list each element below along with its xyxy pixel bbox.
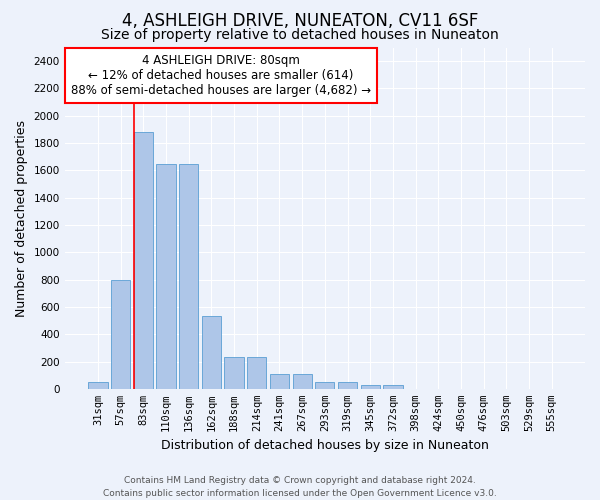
Text: 4, ASHLEIGH DRIVE, NUNEATON, CV11 6SF: 4, ASHLEIGH DRIVE, NUNEATON, CV11 6SF bbox=[122, 12, 478, 30]
Text: 4 ASHLEIGH DRIVE: 80sqm
← 12% of detached houses are smaller (614)
88% of semi-d: 4 ASHLEIGH DRIVE: 80sqm ← 12% of detache… bbox=[71, 54, 371, 98]
X-axis label: Distribution of detached houses by size in Nuneaton: Distribution of detached houses by size … bbox=[161, 440, 489, 452]
Bar bbox=[293, 374, 312, 389]
Text: Contains HM Land Registry data © Crown copyright and database right 2024.
Contai: Contains HM Land Registry data © Crown c… bbox=[103, 476, 497, 498]
Bar bbox=[179, 164, 199, 389]
Bar bbox=[247, 356, 266, 389]
Bar bbox=[224, 356, 244, 389]
Bar bbox=[315, 382, 334, 389]
Bar bbox=[361, 386, 380, 389]
Bar bbox=[202, 316, 221, 389]
Bar bbox=[134, 132, 153, 389]
Bar bbox=[157, 164, 176, 389]
Y-axis label: Number of detached properties: Number of detached properties bbox=[15, 120, 28, 316]
Bar bbox=[270, 374, 289, 389]
Bar bbox=[383, 386, 403, 389]
Bar bbox=[338, 382, 357, 389]
Bar bbox=[111, 280, 130, 389]
Bar bbox=[88, 382, 107, 389]
Text: Size of property relative to detached houses in Nuneaton: Size of property relative to detached ho… bbox=[101, 28, 499, 42]
